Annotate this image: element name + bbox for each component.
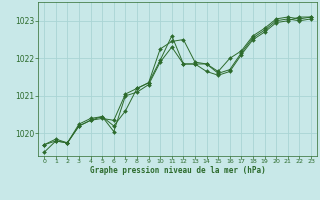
X-axis label: Graphe pression niveau de la mer (hPa): Graphe pression niveau de la mer (hPa) — [90, 166, 266, 175]
